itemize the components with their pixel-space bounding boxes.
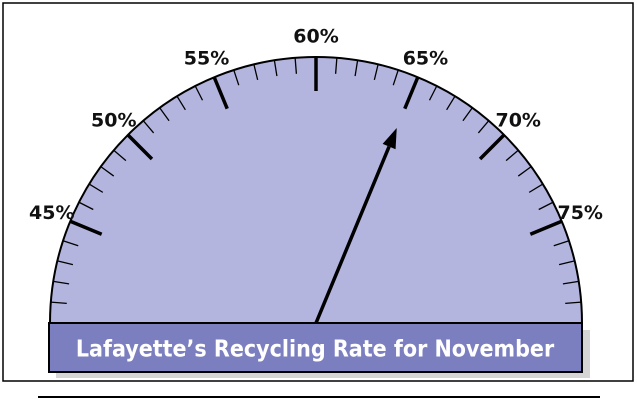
major-tick	[403, 76, 420, 110]
minor-tick	[505, 149, 519, 162]
needle	[314, 145, 391, 324]
tick-label: 45%	[29, 202, 74, 224]
frame	[2, 2, 634, 382]
minor-tick	[100, 166, 115, 177]
minor-tick	[53, 280, 70, 285]
tick-label: 60%	[293, 26, 338, 48]
minor-tick	[354, 60, 359, 77]
minor-tick	[558, 260, 575, 266]
minor-tick	[194, 85, 204, 101]
minor-tick	[176, 95, 186, 111]
minor-tick	[57, 260, 74, 266]
minor-tick	[392, 69, 399, 86]
tick-label: 55%	[184, 47, 229, 69]
major-tick	[126, 133, 154, 161]
tick-label: 70%	[495, 109, 540, 131]
needle-head	[382, 128, 397, 150]
minor-tick	[446, 95, 456, 111]
minor-tick	[334, 57, 338, 74]
minor-tick	[294, 57, 298, 74]
minor-tick	[553, 240, 570, 247]
minor-tick	[62, 240, 79, 247]
minor-tick	[50, 301, 67, 305]
tick-label: 50%	[91, 109, 136, 131]
banner	[48, 322, 583, 373]
minor-tick	[273, 60, 278, 77]
minor-tick	[88, 183, 104, 193]
minor-tick	[159, 107, 170, 122]
minor-tick	[538, 201, 554, 211]
minor-tick	[253, 64, 259, 81]
tick-label: 75%	[557, 202, 602, 224]
minor-tick	[113, 149, 127, 162]
minor-tick	[428, 85, 438, 101]
gauge-face	[48, 56, 584, 324]
minor-tick	[517, 166, 532, 177]
gauge: 45% 50% 55% 60% 65% 70% 75%	[29, 26, 603, 324]
major-tick	[69, 219, 103, 236]
major-tick	[478, 133, 506, 161]
chart-title: Lafayette’s Recycling Rate for November	[76, 337, 555, 363]
minor-tick	[142, 120, 155, 134]
major-tick	[529, 219, 563, 236]
minor-tick	[477, 120, 490, 134]
minor-tick	[565, 301, 582, 305]
minor-tick	[373, 64, 379, 81]
minor-tick	[562, 280, 579, 285]
minor-tick	[78, 201, 94, 211]
minor-tick	[462, 107, 473, 122]
minor-tick	[528, 183, 544, 193]
minor-tick	[233, 69, 240, 86]
tick-label: 65%	[403, 47, 448, 69]
major-tick	[212, 76, 229, 110]
